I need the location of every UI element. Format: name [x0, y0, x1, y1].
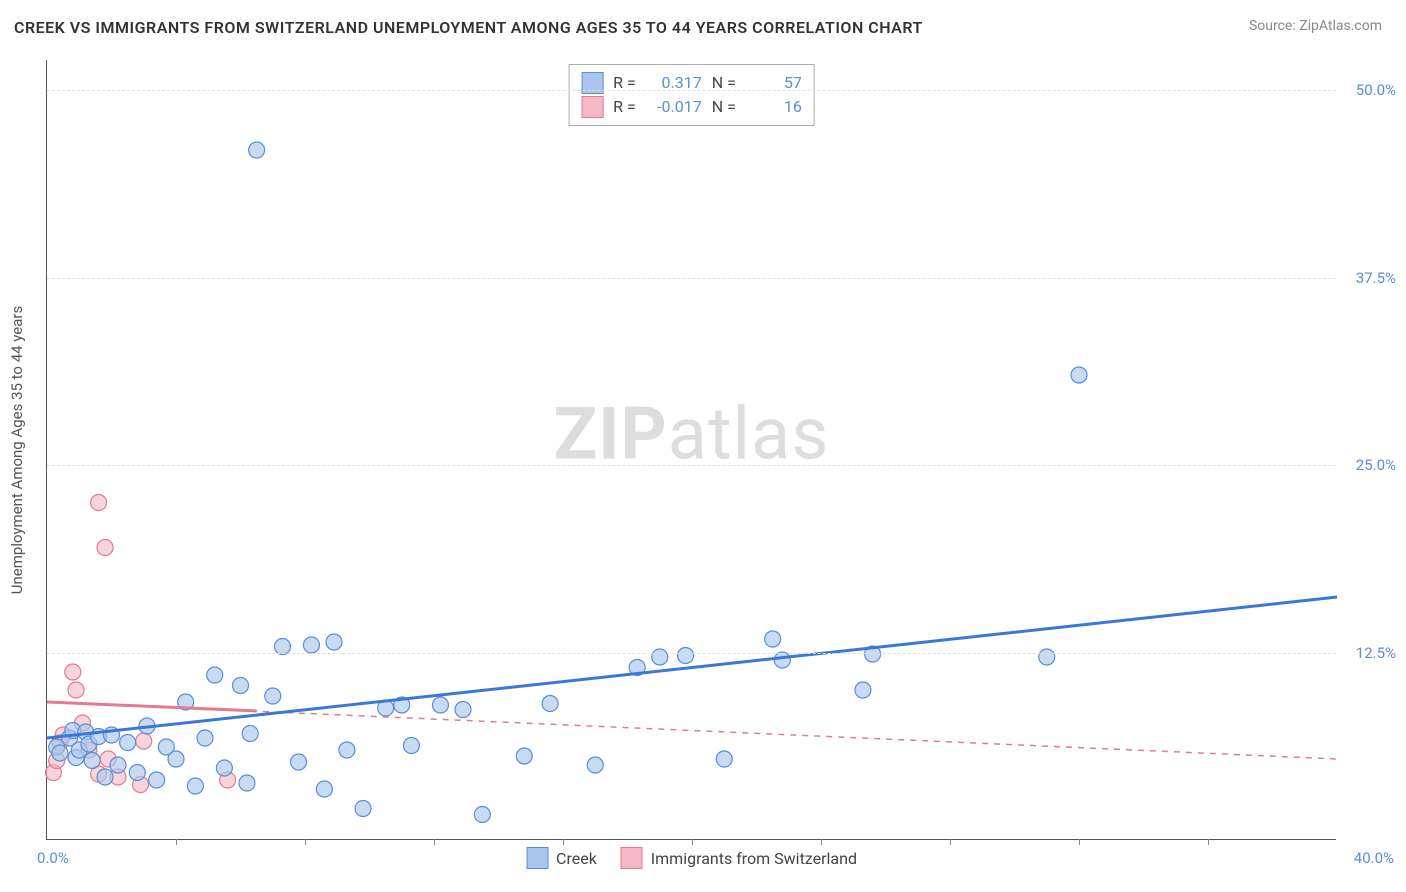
y-tick-label: 25.0%	[1356, 456, 1396, 474]
y-tick-label: 12.5%	[1356, 644, 1396, 662]
data-point	[110, 757, 126, 773]
data-point	[249, 142, 265, 158]
data-point	[474, 807, 490, 823]
data-point	[187, 778, 203, 794]
data-point	[716, 751, 732, 767]
data-point	[197, 730, 213, 746]
x-tick	[1208, 839, 1209, 845]
x-tick	[305, 839, 306, 845]
trend-line	[47, 702, 257, 711]
data-point	[84, 753, 100, 769]
gridline	[47, 90, 1336, 91]
data-point	[652, 649, 668, 665]
data-point	[339, 742, 355, 758]
data-point	[52, 745, 68, 761]
data-point	[233, 678, 249, 694]
data-point	[326, 634, 342, 650]
bottom-legend: Creek Immigrants from Switzerland	[526, 847, 857, 869]
data-point	[291, 754, 307, 770]
data-point	[774, 652, 790, 668]
scatter-plot-area: ZIPatlas R = 0.317 N = 57 R = -0.017 N =…	[46, 60, 1336, 840]
data-point	[516, 748, 532, 764]
data-point	[68, 682, 84, 698]
legend-item-creek: Creek	[526, 847, 597, 869]
data-point	[765, 631, 781, 647]
data-point	[97, 540, 113, 556]
data-point	[403, 738, 419, 754]
data-point	[1071, 367, 1087, 383]
y-tick-label: 37.5%	[1356, 269, 1396, 287]
legend-item-swiss: Immigrants from Switzerland	[621, 847, 857, 869]
data-point	[265, 688, 281, 704]
data-point	[1039, 649, 1055, 665]
data-point	[355, 801, 371, 817]
legend-label-swiss: Immigrants from Switzerland	[651, 849, 857, 868]
data-point	[65, 664, 81, 680]
data-point	[316, 781, 332, 797]
chart-title: CREEK VS IMMIGRANTS FROM SWITZERLAND UNE…	[14, 18, 923, 37]
x-tick	[434, 839, 435, 845]
data-point	[678, 648, 694, 664]
data-point	[239, 775, 255, 791]
data-point	[149, 772, 165, 788]
data-point	[542, 696, 558, 712]
x-tick	[563, 839, 564, 845]
gridline	[47, 465, 1336, 466]
swatch-creek-bottom	[526, 847, 548, 869]
data-point	[97, 769, 113, 785]
x-tick	[821, 839, 822, 845]
data-point	[216, 760, 232, 776]
y-tick-label: 50.0%	[1356, 81, 1396, 99]
x-max-label: 40.0%	[1354, 849, 1394, 867]
data-point	[207, 667, 223, 683]
data-point	[168, 751, 184, 767]
data-point	[455, 702, 471, 718]
x-tick	[950, 839, 951, 845]
data-point	[855, 682, 871, 698]
x-tick	[692, 839, 693, 845]
x-tick	[1079, 839, 1080, 845]
trend-line	[47, 597, 1337, 738]
data-point	[136, 733, 152, 749]
data-point	[91, 495, 107, 511]
data-point	[129, 765, 145, 781]
gridline	[47, 653, 1336, 654]
data-point	[120, 735, 136, 751]
gridline	[47, 278, 1336, 279]
data-point	[303, 637, 319, 653]
data-point	[432, 697, 448, 713]
scatter-svg	[47, 60, 1336, 839]
data-point	[242, 726, 258, 742]
source-attribution: Source: ZipAtlas.com	[1249, 18, 1382, 34]
y-axis-label: Unemployment Among Ages 35 to 44 years	[8, 306, 26, 594]
legend-label-creek: Creek	[556, 849, 597, 868]
x-tick	[176, 839, 177, 845]
swatch-swiss-bottom	[621, 847, 643, 869]
data-point	[587, 757, 603, 773]
x-origin-label: 0.0%	[37, 849, 69, 867]
